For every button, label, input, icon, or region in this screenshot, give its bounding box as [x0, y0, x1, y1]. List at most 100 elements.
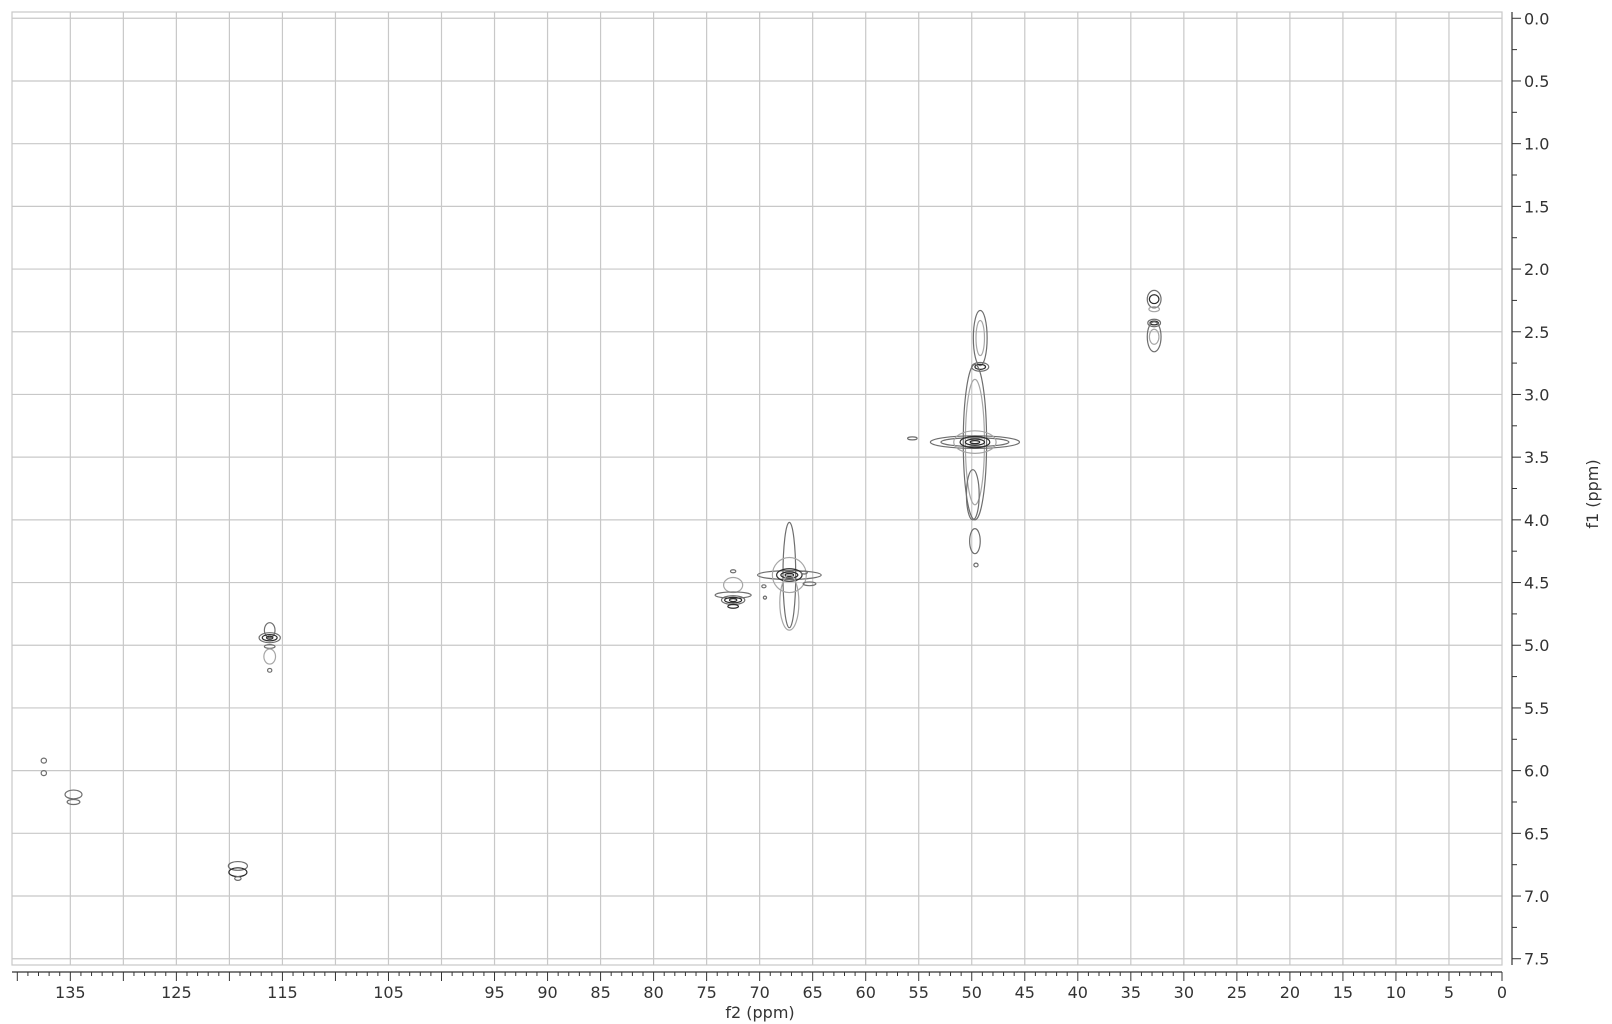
x-tick-label: 30 — [1174, 983, 1194, 1002]
y-tick-label: 6.5 — [1524, 824, 1549, 843]
y-axis: 0.0 0.5 1.0 1.5 2.0 2.5 3.0 3.5 4.0 4.5 5.0 5.5 6.0 6… — [1511, 9, 1549, 969]
x-tick-label: 125 — [161, 983, 192, 1002]
contour-line — [975, 319, 986, 357]
cross-peak — [263, 648, 277, 665]
y-tick-label: 3.5 — [1524, 448, 1549, 467]
y-tick-label: 2.0 — [1524, 260, 1549, 279]
cross-peak — [1148, 306, 1161, 313]
contour-line — [64, 789, 83, 800]
cross-peak — [779, 574, 800, 631]
x-tick-label: 5 — [1444, 983, 1454, 1002]
contour-line — [762, 595, 768, 600]
contour-line — [728, 598, 738, 603]
cross-peak — [722, 576, 744, 594]
cross-peak — [258, 632, 281, 644]
cross-peak — [234, 875, 242, 881]
x-tick-label: 115 — [267, 983, 298, 1002]
contour-line — [258, 632, 281, 644]
cross-peak — [756, 521, 822, 629]
x-tick-label: 105 — [373, 983, 404, 1002]
cross-peak — [1146, 289, 1162, 309]
contour-line — [724, 596, 743, 604]
contour-line — [263, 644, 276, 649]
x-tick-label: 50 — [962, 983, 982, 1002]
grid — [11, 11, 1503, 966]
contour-line — [1148, 328, 1160, 345]
y-tick-label: 2.5 — [1524, 323, 1549, 342]
contour-line — [727, 603, 740, 609]
contour-line — [940, 437, 1010, 448]
contour-line — [782, 521, 797, 629]
x-tick-label: 45 — [1015, 983, 1035, 1002]
y-tick-label: 1.5 — [1524, 197, 1549, 216]
cross-peak — [1146, 321, 1162, 353]
x-tick-label: 135 — [55, 983, 86, 1002]
cross-peak — [263, 622, 276, 639]
cross-peak — [729, 569, 737, 574]
contour-line — [972, 309, 988, 367]
cross-peak — [263, 644, 276, 649]
contour-line — [722, 576, 744, 594]
contour-line — [969, 528, 981, 555]
contour-line — [974, 363, 987, 370]
contour-line — [227, 860, 249, 871]
contour-line — [729, 569, 737, 574]
contour-line — [261, 633, 278, 642]
x-axis: 135 125 115 105 95 90 85 80 75 70 65 60 55 50 45 40 35 30… — [12, 971, 1507, 1002]
y-tick-label: 5.0 — [1524, 636, 1549, 655]
y-axis-title: f1 (ppm) — [1583, 459, 1602, 528]
contour-line — [761, 584, 767, 589]
cross-peak — [929, 363, 1021, 521]
contour-line — [969, 439, 981, 445]
contour-line — [66, 798, 81, 806]
contour-line — [263, 622, 276, 639]
contour-line — [784, 572, 795, 578]
contour-line — [1149, 320, 1159, 326]
plot-frame — [11, 11, 1503, 966]
contour-line — [965, 469, 980, 521]
contour-line — [973, 562, 979, 568]
contour-line — [959, 435, 991, 449]
cross-peak — [972, 309, 988, 367]
contour-line — [265, 635, 274, 640]
contour-line — [776, 568, 803, 582]
contour-line — [779, 574, 800, 631]
cross-peak — [1147, 318, 1162, 328]
contour-line — [802, 581, 817, 587]
y-tick-label: 4.5 — [1524, 574, 1549, 593]
contour-line — [800, 570, 808, 575]
cross-peak — [800, 570, 808, 575]
y-tick-label: 3.0 — [1524, 385, 1549, 404]
cross-peak — [973, 562, 979, 568]
contour-line — [1146, 321, 1162, 353]
cross-peak — [64, 789, 83, 800]
cross-peak — [965, 469, 980, 521]
x-tick-label: 0 — [1497, 983, 1507, 1002]
y-tick-label: 6.0 — [1524, 762, 1549, 781]
x-tick-label: 35 — [1121, 983, 1141, 1002]
cross-peak — [266, 667, 273, 673]
x-tick-label: 10 — [1386, 983, 1406, 1002]
contour-line — [1147, 318, 1162, 328]
x-tick-label: 85 — [590, 983, 610, 1002]
x-tick-label: 80 — [643, 983, 663, 1002]
contour-line — [771, 556, 807, 594]
plot-background — [12, 12, 1502, 965]
x-tick-label: 60 — [856, 983, 876, 1002]
contour-line — [964, 438, 986, 446]
y-tick-label: 1.0 — [1524, 135, 1549, 154]
x-tick-label: 95 — [484, 983, 504, 1002]
contour-line — [263, 648, 277, 665]
cross-peak — [227, 860, 249, 871]
cross-peak — [40, 770, 48, 777]
y-tick-label: 0.0 — [1524, 9, 1549, 28]
contour-line — [953, 430, 997, 454]
contour-line — [1146, 289, 1162, 309]
x-tick-label: 75 — [696, 983, 716, 1002]
y-tick-label: 7.0 — [1524, 887, 1549, 906]
y-tick-label: 7.5 — [1524, 950, 1549, 969]
cross-peak — [66, 798, 81, 806]
x-tick-label: 90 — [537, 983, 557, 1002]
x-tick-label: 65 — [802, 983, 822, 1002]
